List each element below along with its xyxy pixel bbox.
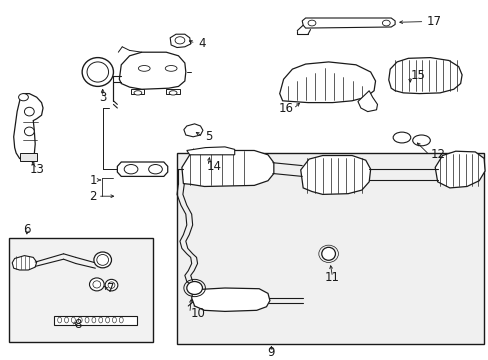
- Polygon shape: [279, 62, 375, 103]
- Ellipse shape: [307, 20, 315, 26]
- Polygon shape: [434, 151, 484, 188]
- Ellipse shape: [58, 317, 61, 323]
- Text: 16: 16: [278, 102, 293, 115]
- Text: 12: 12: [429, 148, 445, 161]
- Text: 11: 11: [325, 271, 339, 284]
- Polygon shape: [12, 256, 37, 270]
- Ellipse shape: [71, 317, 75, 323]
- Polygon shape: [119, 52, 185, 89]
- Polygon shape: [186, 147, 234, 155]
- Text: 8: 8: [74, 318, 81, 331]
- Text: 14: 14: [206, 160, 221, 173]
- Text: 13: 13: [29, 163, 44, 176]
- Text: 6: 6: [23, 223, 31, 236]
- Ellipse shape: [87, 62, 108, 82]
- Ellipse shape: [92, 317, 96, 323]
- Ellipse shape: [321, 247, 335, 260]
- Ellipse shape: [169, 91, 177, 95]
- Polygon shape: [357, 91, 377, 112]
- Ellipse shape: [85, 317, 89, 323]
- Ellipse shape: [119, 317, 123, 323]
- Bar: [9, 238, 153, 342]
- Ellipse shape: [382, 20, 389, 26]
- Polygon shape: [166, 89, 180, 94]
- Polygon shape: [183, 124, 203, 137]
- Polygon shape: [300, 156, 370, 194]
- Ellipse shape: [78, 317, 82, 323]
- Ellipse shape: [24, 127, 34, 136]
- Bar: [54, 316, 137, 325]
- Text: 4: 4: [198, 37, 205, 50]
- Polygon shape: [388, 58, 461, 94]
- Ellipse shape: [124, 165, 138, 174]
- Ellipse shape: [97, 255, 108, 265]
- Polygon shape: [117, 162, 167, 176]
- Polygon shape: [302, 18, 394, 28]
- Polygon shape: [131, 89, 144, 94]
- Ellipse shape: [186, 282, 202, 294]
- Ellipse shape: [134, 91, 142, 95]
- Bar: [177, 153, 483, 344]
- Ellipse shape: [93, 281, 101, 288]
- Ellipse shape: [165, 66, 177, 71]
- Ellipse shape: [112, 317, 116, 323]
- Ellipse shape: [392, 132, 410, 143]
- Ellipse shape: [19, 94, 28, 101]
- Ellipse shape: [105, 279, 118, 291]
- Ellipse shape: [64, 317, 68, 323]
- Polygon shape: [170, 34, 190, 48]
- Polygon shape: [191, 288, 269, 311]
- Ellipse shape: [412, 135, 429, 146]
- Ellipse shape: [99, 317, 102, 323]
- Text: 17: 17: [426, 15, 441, 28]
- Ellipse shape: [82, 58, 113, 86]
- Ellipse shape: [105, 317, 109, 323]
- Ellipse shape: [89, 278, 104, 291]
- Text: 15: 15: [410, 69, 425, 82]
- Text: 10: 10: [190, 307, 205, 320]
- Ellipse shape: [138, 66, 150, 71]
- Ellipse shape: [94, 252, 111, 268]
- Text: 2: 2: [89, 190, 97, 203]
- Text: 7: 7: [106, 282, 114, 295]
- Text: 1: 1: [89, 174, 97, 186]
- Ellipse shape: [24, 107, 34, 116]
- Text: 5: 5: [205, 130, 212, 143]
- Polygon shape: [14, 94, 43, 161]
- Text: 9: 9: [267, 346, 275, 359]
- Ellipse shape: [148, 165, 162, 174]
- Ellipse shape: [175, 37, 184, 44]
- Polygon shape: [20, 153, 37, 161]
- Polygon shape: [182, 150, 273, 186]
- Ellipse shape: [108, 282, 115, 288]
- Text: 3: 3: [99, 91, 106, 104]
